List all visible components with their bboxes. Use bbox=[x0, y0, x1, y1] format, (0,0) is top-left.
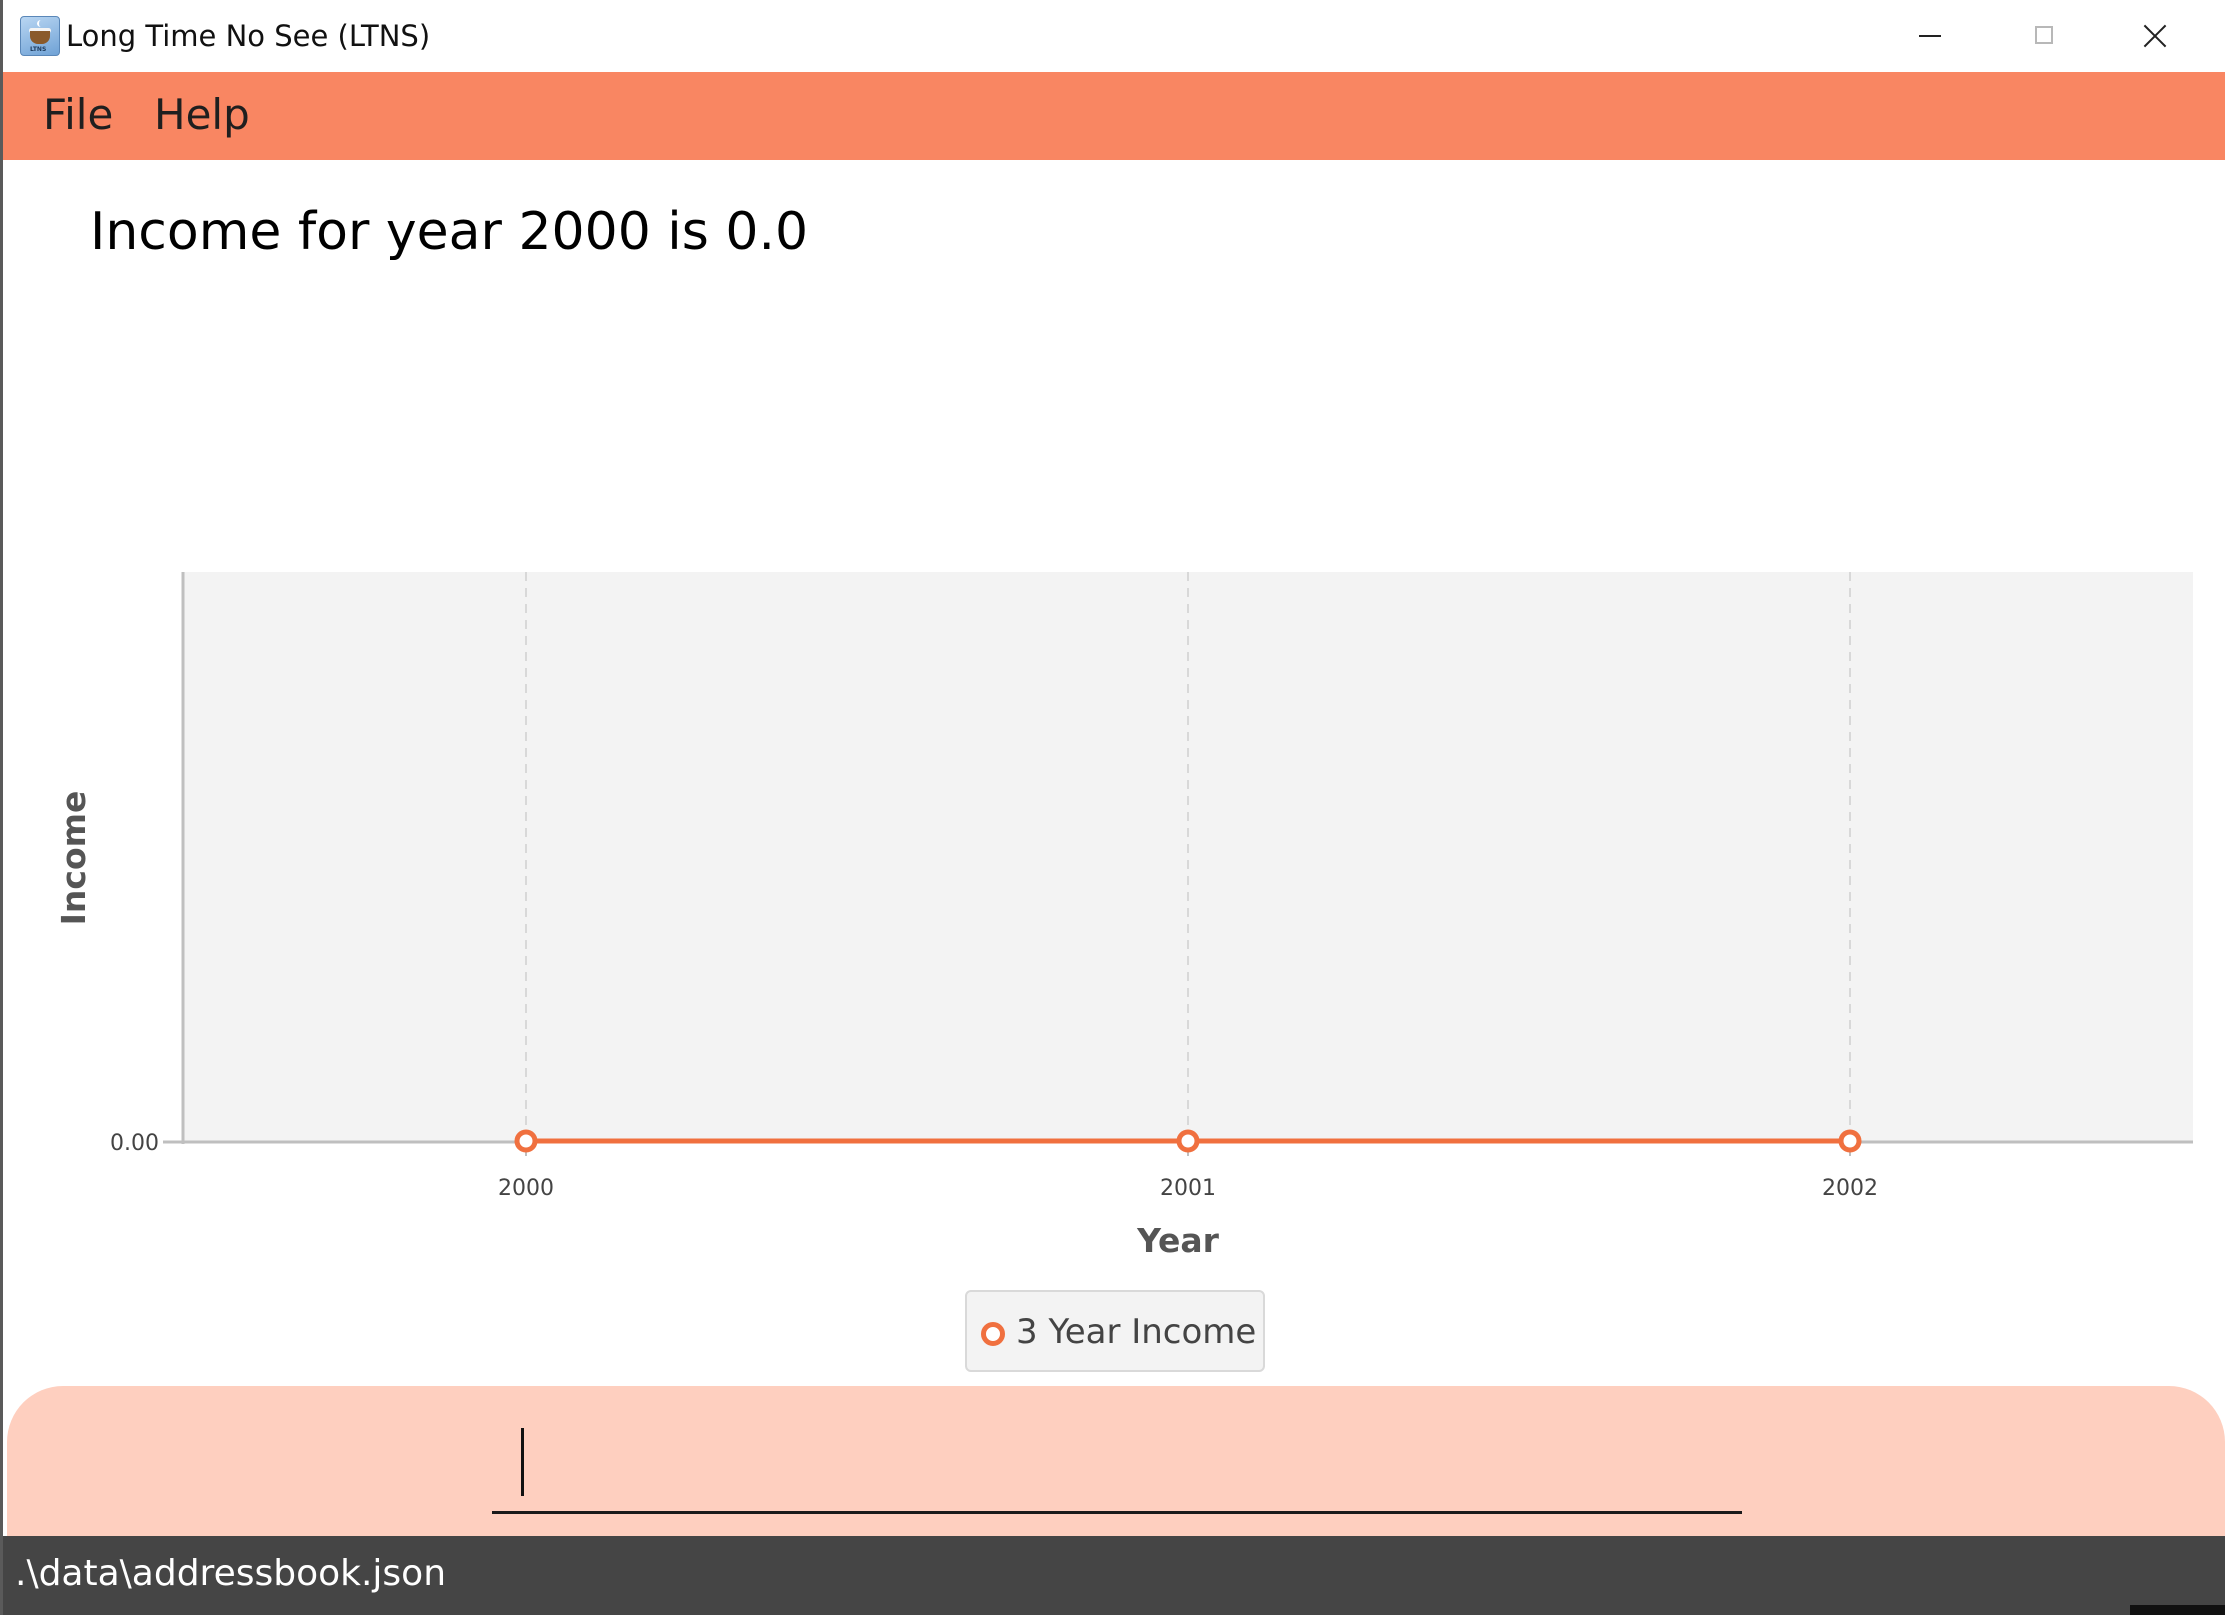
x-tick-label-2002: 2002 bbox=[1822, 1176, 1878, 1201]
legend-circle-icon bbox=[981, 1322, 1005, 1346]
resize-corner bbox=[2130, 1605, 2225, 1615]
status-bar: .\data\addressbook.json bbox=[3, 1536, 2225, 1615]
chart-legend: 3 Year Income bbox=[965, 1290, 1265, 1372]
close-button[interactable] bbox=[2119, 0, 2209, 72]
minimize-icon bbox=[1919, 35, 1941, 37]
result-message: Income for year 2000 is 0.0 bbox=[90, 202, 809, 262]
text-caret bbox=[521, 1428, 524, 1496]
x-axis-title: Year bbox=[1136, 1221, 1220, 1260]
command-box bbox=[7, 1386, 2225, 1546]
maximize-button[interactable] bbox=[2002, 0, 2092, 72]
series-3-year-income bbox=[514, 1129, 1862, 1153]
menu-bar: File Help bbox=[3, 72, 2225, 160]
window-title: Long Time No See (LTNS) bbox=[66, 19, 431, 53]
app-icon-tag: LTNS bbox=[30, 46, 47, 53]
plot-area bbox=[183, 572, 2193, 1142]
income-line-chart: 0.00 2000 2001 2002 Year Income bbox=[54, 572, 2193, 1260]
x-tick-label-2001: 2001 bbox=[1160, 1176, 1216, 1201]
legend-label: 3 Year Income bbox=[1016, 1312, 1257, 1352]
y-axis-title: Income bbox=[54, 791, 93, 926]
command-input[interactable] bbox=[492, 1422, 1742, 1514]
menu-help[interactable]: Help bbox=[154, 90, 250, 139]
title-bar[interactable]: LTNS Long Time No See (LTNS) bbox=[3, 0, 2225, 72]
menu-file[interactable]: File bbox=[43, 90, 114, 139]
x-tick-label-2000: 2000 bbox=[498, 1176, 554, 1201]
minimize-button[interactable] bbox=[1889, 0, 1979, 72]
data-point-2002 bbox=[1838, 1129, 1862, 1153]
coffee-cup-app-icon: LTNS bbox=[20, 16, 60, 56]
y-axis-ticks: 0.00 bbox=[110, 1131, 183, 1156]
y-tick-label: 0.00 bbox=[110, 1131, 159, 1156]
maximize-icon bbox=[2035, 26, 2053, 44]
data-point-2000 bbox=[514, 1129, 538, 1153]
x-axis-ticks: 2000 2001 2002 bbox=[498, 1142, 1878, 1201]
save-file-path: .\data\addressbook.json bbox=[15, 1553, 447, 1594]
data-point-2001 bbox=[1176, 1129, 1200, 1153]
